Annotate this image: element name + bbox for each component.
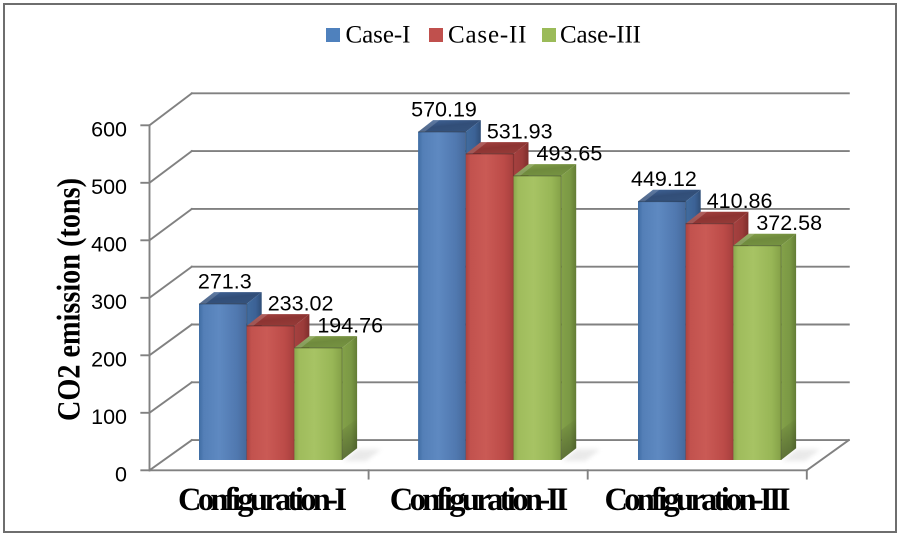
svg-text:233.02: 233.02: [268, 291, 334, 315]
svg-text:200: 200: [91, 348, 127, 372]
svg-text:493.65: 493.65: [537, 141, 603, 165]
svg-text:Configuration-III: Configuration-III: [605, 482, 791, 518]
svg-text:194.76: 194.76: [317, 313, 383, 337]
svg-text:372.58: 372.58: [756, 211, 822, 235]
svg-text:0: 0: [115, 463, 127, 487]
svg-text:Configuration-II: Configuration-II: [390, 482, 569, 518]
svg-text:570.19: 570.19: [411, 97, 477, 121]
svg-text:Configuration-I: Configuration-I: [178, 482, 347, 518]
svg-text:Case-I: Case-I: [346, 22, 411, 49]
svg-text:531.93: 531.93: [487, 119, 553, 143]
svg-text:271.3: 271.3: [198, 269, 252, 293]
svg-text:410.86: 410.86: [707, 189, 773, 213]
svg-text:600: 600: [91, 118, 127, 142]
svg-text:500: 500: [91, 175, 127, 199]
svg-text:449.12: 449.12: [631, 167, 697, 191]
svg-text:300: 300: [91, 290, 127, 314]
svg-text:CO2 emission (tons): CO2 emission (tons): [52, 178, 88, 421]
svg-text:400: 400: [91, 233, 127, 257]
svg-text:100: 100: [91, 405, 127, 429]
svg-text:Case-III: Case-III: [560, 22, 641, 49]
svg-text:Case-II: Case-II: [448, 22, 527, 49]
